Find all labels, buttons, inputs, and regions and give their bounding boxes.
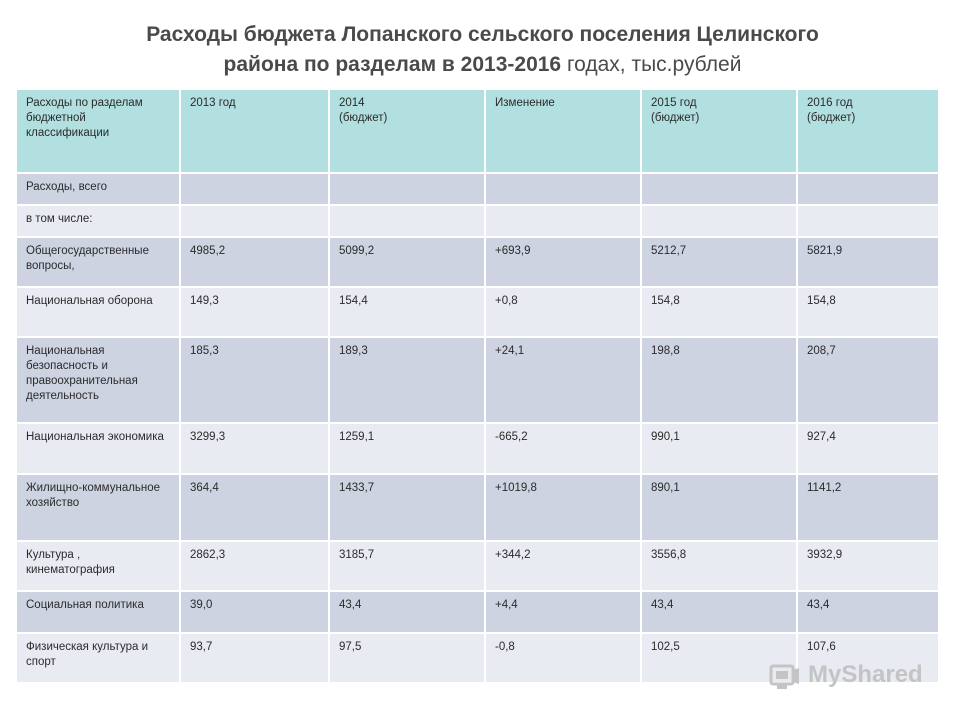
watermark: MyShared [768,658,923,692]
cell-2013: 39,0 [179,590,330,634]
cell-change: +344,2 [484,540,642,592]
cell-category: Социальная политика [15,590,181,634]
cell-category: Национальная безопасность и правоохранит… [15,336,181,424]
cell-category: Расходы, всего [15,172,181,206]
title-line-2: района по разделам в 2013-2016 годах, ты… [60,50,905,80]
cell-2014: 97,5 [328,632,486,684]
header-cell-2016: 2016 год (бюджет) [796,88,940,174]
cell-change: +693,9 [484,236,642,288]
cell-change: -0,8 [484,632,642,684]
header-cell-category: Расходы по разделам бюджетной классифика… [15,88,181,174]
cell-2016: 107,6 [796,632,940,684]
cell-2013 [179,172,330,206]
cell-category: Национальная экономика [15,422,181,475]
cell-2014: 154,4 [328,286,486,338]
cell-2015: 198,8 [640,336,798,424]
cell-2014: 3185,7 [328,540,486,592]
cell-2016: 208,7 [796,336,940,424]
cell-change: +24,1 [484,336,642,424]
cell-category: Физическая культура и спорт [15,632,181,684]
slide-title: Расходы бюджета Лопанского сельского пос… [60,20,905,80]
table-header-row: Расходы по разделам бюджетной классифика… [15,88,940,174]
cell-category: Жилищно-коммунальное хозяйство [15,473,181,542]
table-row: в том числе: [15,204,940,238]
cell-2015: 43,4 [640,590,798,634]
cell-category: Культура , кинематография [15,540,181,592]
cell-2013: 2862,3 [179,540,330,592]
header-cell-change: Изменение [484,88,642,174]
cell-change: +0,8 [484,286,642,338]
watermark-brand: MyShared [808,661,923,688]
cell-category: Национальная оборона [15,286,181,338]
cell-2016: 154,8 [796,286,940,338]
cell-change: -665,2 [484,422,642,475]
cell-change: +4,4 [484,590,642,634]
table-row: Национальная безопасность и правоохранит… [15,336,940,424]
cell-2015: 990,1 [640,422,798,475]
cell-category: Общегосударственные вопросы, [15,236,181,288]
cell-category: в том числе: [15,204,181,238]
header-cell-2013: 2013 год [179,88,330,174]
table-row: Национальная оборона 149,3 154,4 +0,8 154,8 1… [15,286,940,338]
table-body: Расходы, всего в том числе: Общегосударств… [15,172,940,684]
cell-2013: 4985,2 [179,236,330,288]
cell-2013: 185,3 [179,336,330,424]
table-row: Социальная политика 39,0 43,4 +4,4 43,4 43,4 [15,590,940,634]
table-row: Расходы, всего [15,172,940,206]
cell-2014: 1433,7 [328,473,486,542]
cell-2015 [640,172,798,206]
cell-2016 [796,204,940,238]
table-row: Общегосударственные вопросы, 4985,2 5099,2… [15,236,940,288]
table-row: Национальная экономика 3299,3 1259,1 -665,2… [15,422,940,475]
table-row: Культура , кинематография 2862,3 3185,7 +34… [15,540,940,592]
title-line-1: Расходы бюджета Лопанского сельского пос… [146,23,819,46]
header-cell-2014: 2014 (бюджет) [328,88,486,174]
cell-change: +1019,8 [484,473,642,542]
cell-2016: 43,4 [796,590,940,634]
cell-2014 [328,172,486,206]
title-line-2-normal: годах, тыс.рублей [561,53,742,76]
cell-2016: 1141,2 [796,473,940,542]
cell-2016: 3932,9 [796,540,940,592]
cell-2014: 43,4 [328,590,486,634]
cell-2015 [640,204,798,238]
cell-2013: 93,7 [179,632,330,684]
cell-2013 [179,204,330,238]
cell-2014: 1259,1 [328,422,486,475]
cell-2014: 5099,2 [328,236,486,288]
cell-2013: 3299,3 [179,422,330,475]
cell-change [484,172,642,206]
table-row: Жилищно-коммунальное хозяйство 364,4 1433,… [15,473,940,542]
cell-2016: 5821,9 [796,236,940,288]
budget-table: Расходы по разделам бюджетной классифика… [15,88,940,684]
header-cell-2015: 2015 год (бюджет) [640,88,798,174]
title-line-2-bold: района по разделам в 2013-2016 [223,53,562,76]
cell-2015: 154,8 [640,286,798,338]
cell-2013: 364,4 [179,473,330,542]
cell-2016 [796,172,940,206]
table-row: Физическая культура и спорт 93,7 97,5 -0,8 1… [15,632,940,684]
cell-2014: 189,3 [328,336,486,424]
cell-2013: 149,3 [179,286,330,338]
cell-2015: 3556,8 [640,540,798,592]
cell-2015: 890,1 [640,473,798,542]
cell-2014 [328,204,486,238]
cell-change [484,204,642,238]
myshared-logo-icon [769,664,799,689]
cell-2015: 5212,7 [640,236,798,288]
cell-2016: 927,4 [796,422,940,475]
